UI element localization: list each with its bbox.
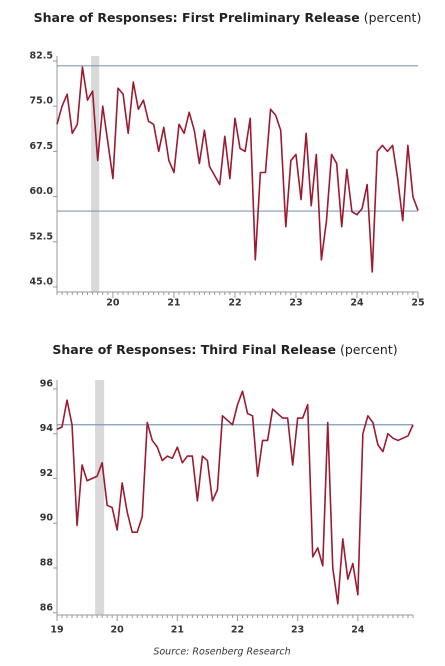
title-text: Share of Responses: Third Final Release xyxy=(52,342,336,357)
chart-title: Share of Responses: First Preliminary Re… xyxy=(34,10,422,25)
y-tick-label: 94 xyxy=(40,423,54,434)
x-tick-label: 23 xyxy=(291,625,304,636)
y-tick-label: 75.0 xyxy=(30,96,54,107)
x-tick-label: 21 xyxy=(167,298,180,309)
y-tick-label: 86 xyxy=(40,602,54,613)
series-line xyxy=(56,66,419,273)
x-tick-label: 20 xyxy=(106,298,120,309)
x-tick-label: 21 xyxy=(171,625,184,636)
x-tick-label: 25 xyxy=(411,298,424,309)
y-tick-label: 92 xyxy=(40,468,53,479)
title-unit: (percent) xyxy=(340,342,398,357)
y-tick-label: 67.5 xyxy=(30,141,53,152)
title-text: Share of Responses: First Preliminary Re… xyxy=(34,10,360,25)
shaded-period xyxy=(91,56,100,292)
x-tick-label: 22 xyxy=(228,298,241,309)
series-line xyxy=(56,390,414,605)
y-tick-label: 45.0 xyxy=(30,277,54,288)
y-tick-label: 90 xyxy=(40,513,54,524)
x-tick-label: 20 xyxy=(111,625,125,636)
y-tick-label: 52.5 xyxy=(30,231,53,242)
x-tick-label: 22 xyxy=(231,625,244,636)
y-tick-label: 60.0 xyxy=(30,186,54,197)
source-note: Source: Rosenberg Research xyxy=(153,647,290,658)
y-tick-label: 88 xyxy=(40,558,54,569)
shaded-period xyxy=(95,380,105,615)
y-tick-label: 82.5 xyxy=(30,51,53,62)
x-tick-label: 24 xyxy=(351,625,365,636)
title-unit: (percent) xyxy=(364,10,422,25)
x-tick-label: 19 xyxy=(50,625,63,636)
y-tick-label: 96 xyxy=(40,378,54,389)
x-tick-label: 23 xyxy=(289,298,302,309)
x-tick-label: 24 xyxy=(350,298,364,309)
chart-title: Share of Responses: Third Final Release (… xyxy=(52,342,397,357)
